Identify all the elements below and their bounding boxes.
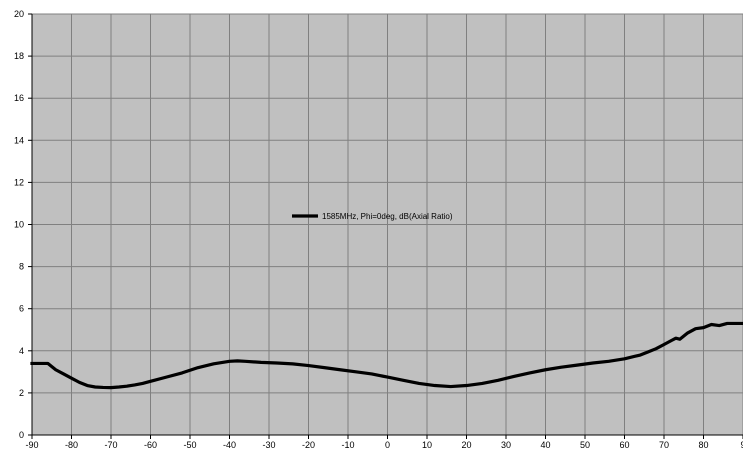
legend-label: 1585MHz, Phi=0deg, dB(Axial Ratio) [322, 212, 453, 221]
y-tick-label: 6 [19, 304, 24, 314]
x-tick-label: 40 [540, 440, 550, 450]
x-tick-label: -30 [262, 440, 275, 450]
series-layer [30, 321, 743, 390]
x-tick-label: 50 [580, 440, 590, 450]
y-tick-label: 14 [14, 135, 24, 145]
x-tick-label: 0 [385, 440, 390, 450]
y-tick-label: 10 [14, 220, 24, 230]
x-tick-label: 20 [461, 440, 471, 450]
y-tick-label: 4 [19, 346, 24, 356]
x-tick-label: -90 [25, 440, 38, 450]
y-tick-label: 2 [19, 388, 24, 398]
x-tick-label: -20 [302, 440, 315, 450]
x-tick-label: 10 [422, 440, 432, 450]
y-tick-label: 18 [14, 51, 24, 61]
x-tick-label: -40 [223, 440, 236, 450]
y-tick-label: 16 [14, 93, 24, 103]
legend: 1585MHz, Phi=0deg, dB(Axial Ratio) [292, 212, 453, 221]
y-tick-label: 20 [14, 9, 24, 19]
y-tick-label: 12 [14, 177, 24, 187]
x-tick-label: -80 [65, 440, 78, 450]
x-tick-label: -10 [341, 440, 354, 450]
x-tick-label: 70 [659, 440, 669, 450]
x-tick-label: 60 [619, 440, 629, 450]
x-tick-label: 80 [698, 440, 708, 450]
x-tick-label: 9 [740, 440, 743, 450]
series-line [30, 321, 743, 390]
tick-labels: -90 -80 -70 -60 -50 -40 -30 -20 -10 0 10 20 30 40 50 60… [14, 9, 743, 450]
x-tick-label: -60 [144, 440, 157, 450]
x-tick-label: -70 [104, 440, 117, 450]
x-tick-label: -50 [183, 440, 196, 450]
x-tick-label: 30 [501, 440, 511, 450]
y-tick-label: 0 [19, 430, 24, 440]
y-tick-label: 8 [19, 262, 24, 272]
